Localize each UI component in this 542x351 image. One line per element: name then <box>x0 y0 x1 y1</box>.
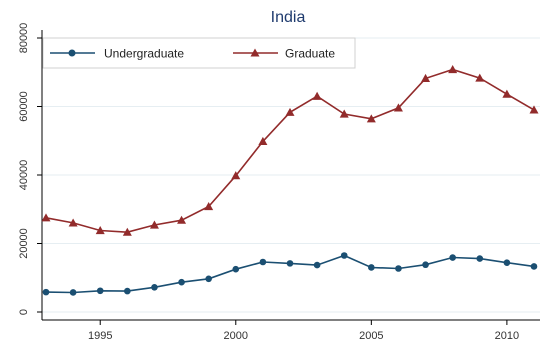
undergraduate-point <box>449 254 456 261</box>
x-tick-label: 2000 <box>224 330 248 342</box>
undergraduate-point <box>530 263 538 270</box>
undergraduate-point <box>232 265 240 273</box>
graduate-point <box>339 109 349 118</box>
undergraduate-point <box>69 289 77 296</box>
legend-undergraduate-marker <box>68 49 76 57</box>
graduate-point <box>448 65 458 74</box>
legend-graduate-marker <box>250 48 260 57</box>
y-tick-label: 40000 <box>18 160 30 191</box>
x-tick-label: 1995 <box>88 330 112 342</box>
undergraduate-point <box>422 261 429 269</box>
graduate-point <box>258 136 268 146</box>
legend-graduate-label: Graduate <box>285 47 335 61</box>
graduate-point <box>68 218 78 227</box>
y-tick-label: 80000 <box>18 23 30 54</box>
graduate-point <box>122 227 132 236</box>
graduate-point <box>502 89 512 98</box>
graduate-point <box>529 105 539 114</box>
undergraduate-point <box>313 261 321 269</box>
axes: 0 20000 40000 60000 80000 1995 2000 2005 2010 <box>18 23 540 342</box>
y-tick-label: 60000 <box>18 91 30 122</box>
x-tick-label: 2010 <box>495 330 519 342</box>
undergraduate-point <box>42 288 50 296</box>
undergraduate-point <box>259 258 267 266</box>
chart-title: India <box>271 9 306 26</box>
legend-undergraduate-label: Undergraduate <box>104 47 184 61</box>
graduate-point <box>177 215 187 224</box>
y-tick-label: 0 <box>18 309 30 315</box>
undergraduate-point <box>124 287 131 295</box>
undergraduate-point <box>395 265 402 272</box>
undergraduate-point <box>96 287 104 295</box>
graduate-point <box>95 225 105 235</box>
series-layer <box>41 65 539 296</box>
graduate-point <box>204 202 214 211</box>
undergraduate-point <box>178 278 185 286</box>
undergraduate-point <box>340 252 348 259</box>
graduate-point <box>285 107 295 116</box>
graduate-point <box>421 73 431 83</box>
graduate-point <box>312 91 322 100</box>
y-tick-label: 20000 <box>18 228 30 259</box>
graduate-point <box>475 73 485 82</box>
graduate-point <box>393 103 403 112</box>
undergraduate-point <box>205 275 212 283</box>
undergraduate-point <box>286 260 294 267</box>
graduate-point <box>149 220 159 229</box>
undergraduate-point <box>151 284 158 291</box>
graduate-point <box>41 213 51 222</box>
gridlines <box>42 37 540 313</box>
legend: Undergraduate Graduate <box>42 37 356 69</box>
undergraduate-point <box>368 264 375 271</box>
undergraduate-point <box>476 255 484 262</box>
graduate-point <box>231 171 241 180</box>
graduate-point <box>366 114 376 123</box>
undergraduate-point <box>503 259 511 266</box>
x-tick-label: 2005 <box>359 330 383 342</box>
